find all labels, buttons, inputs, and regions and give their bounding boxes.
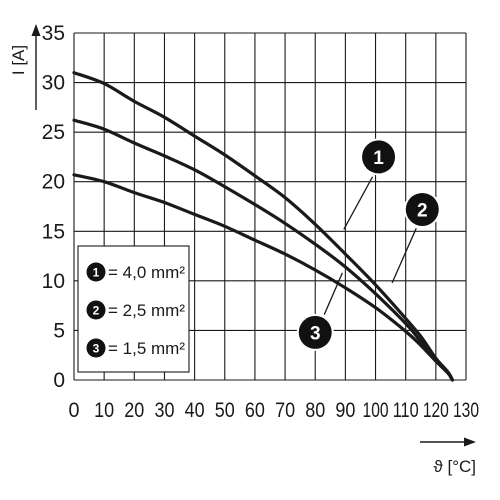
callouts: 1 2 3 [296, 138, 441, 351]
x-tick-label: 50 [215, 399, 235, 422]
x-tick-label: 60 [245, 399, 265, 422]
y-tick-label: 5 [53, 319, 65, 342]
x-tick-label: 0 [69, 399, 80, 422]
x-tick-label: 110 [393, 399, 419, 422]
legend-label-3: = 1,5 mm² [108, 339, 185, 358]
x-tick-label: 10 [94, 399, 114, 422]
y-tick-label: 15 [42, 220, 65, 243]
callout-leader-1 [343, 176, 374, 230]
x-tick-label: 40 [185, 399, 205, 422]
y-tick-label: 10 [42, 270, 65, 293]
legend-badge-2-circle [86, 300, 106, 320]
y-tick-label: 30 [42, 72, 65, 95]
y-tick-label: 0 [53, 369, 65, 392]
legend-label-2: = 2,5 mm² [108, 301, 185, 320]
callout-badge-3-number: 3 [310, 323, 321, 344]
callout-leader-3 [323, 272, 343, 315]
legend: 1 = 4,0 mm² 2 = 2,5 mm² 3 = 1,5 mm² [77, 245, 190, 373]
y-tick-label: 35 [42, 22, 65, 45]
x-axis-arrowhead [464, 437, 476, 447]
x-tick-label: 90 [335, 399, 355, 422]
y-tick-label: 20 [42, 171, 65, 194]
x-tick-label: 80 [305, 399, 325, 422]
callout-badge-3-circle [298, 315, 332, 349]
curve-series-1 [72, 71, 454, 382]
callout-leader-2 [391, 228, 417, 284]
curves [72, 71, 454, 382]
callout-badge-2-number: 2 [417, 200, 428, 221]
legend-badge-2-number: 2 [93, 303, 100, 317]
curve-series-3 [72, 173, 454, 382]
legend-badge-3-number: 3 [93, 341, 100, 355]
x-axis-label: ϑ [°C] [433, 457, 476, 476]
y-axis-arrowhead [31, 24, 41, 36]
legend-badge-1-circle [86, 262, 106, 282]
callout-badge-1-number: 1 [373, 148, 384, 169]
legend-label-1: = 4,0 mm² [108, 263, 185, 282]
x-tick-label: 70 [275, 399, 295, 422]
callout-badge-2-circle [405, 192, 439, 226]
x-tick-label: 130 [453, 399, 479, 422]
curve-series-2 [72, 118, 454, 382]
callout-badge-1-circle [362, 140, 396, 174]
x-tick-label: 20 [124, 399, 144, 422]
x-tick-label: 30 [154, 399, 174, 422]
x-tick-label: 120 [423, 399, 449, 422]
axes: I [A] ϑ [°C] [9, 24, 476, 476]
legend-badge-3-circle [86, 338, 106, 358]
legend-badge-1-number: 1 [93, 265, 100, 279]
y-axis-label: I [A] [9, 45, 28, 75]
tick-labels: 0 10 20 30 40 50 60 70 80 90 100 110 120 130051015202… [42, 22, 479, 422]
y-tick-label: 25 [42, 121, 65, 144]
x-tick-label: 100 [363, 399, 389, 422]
